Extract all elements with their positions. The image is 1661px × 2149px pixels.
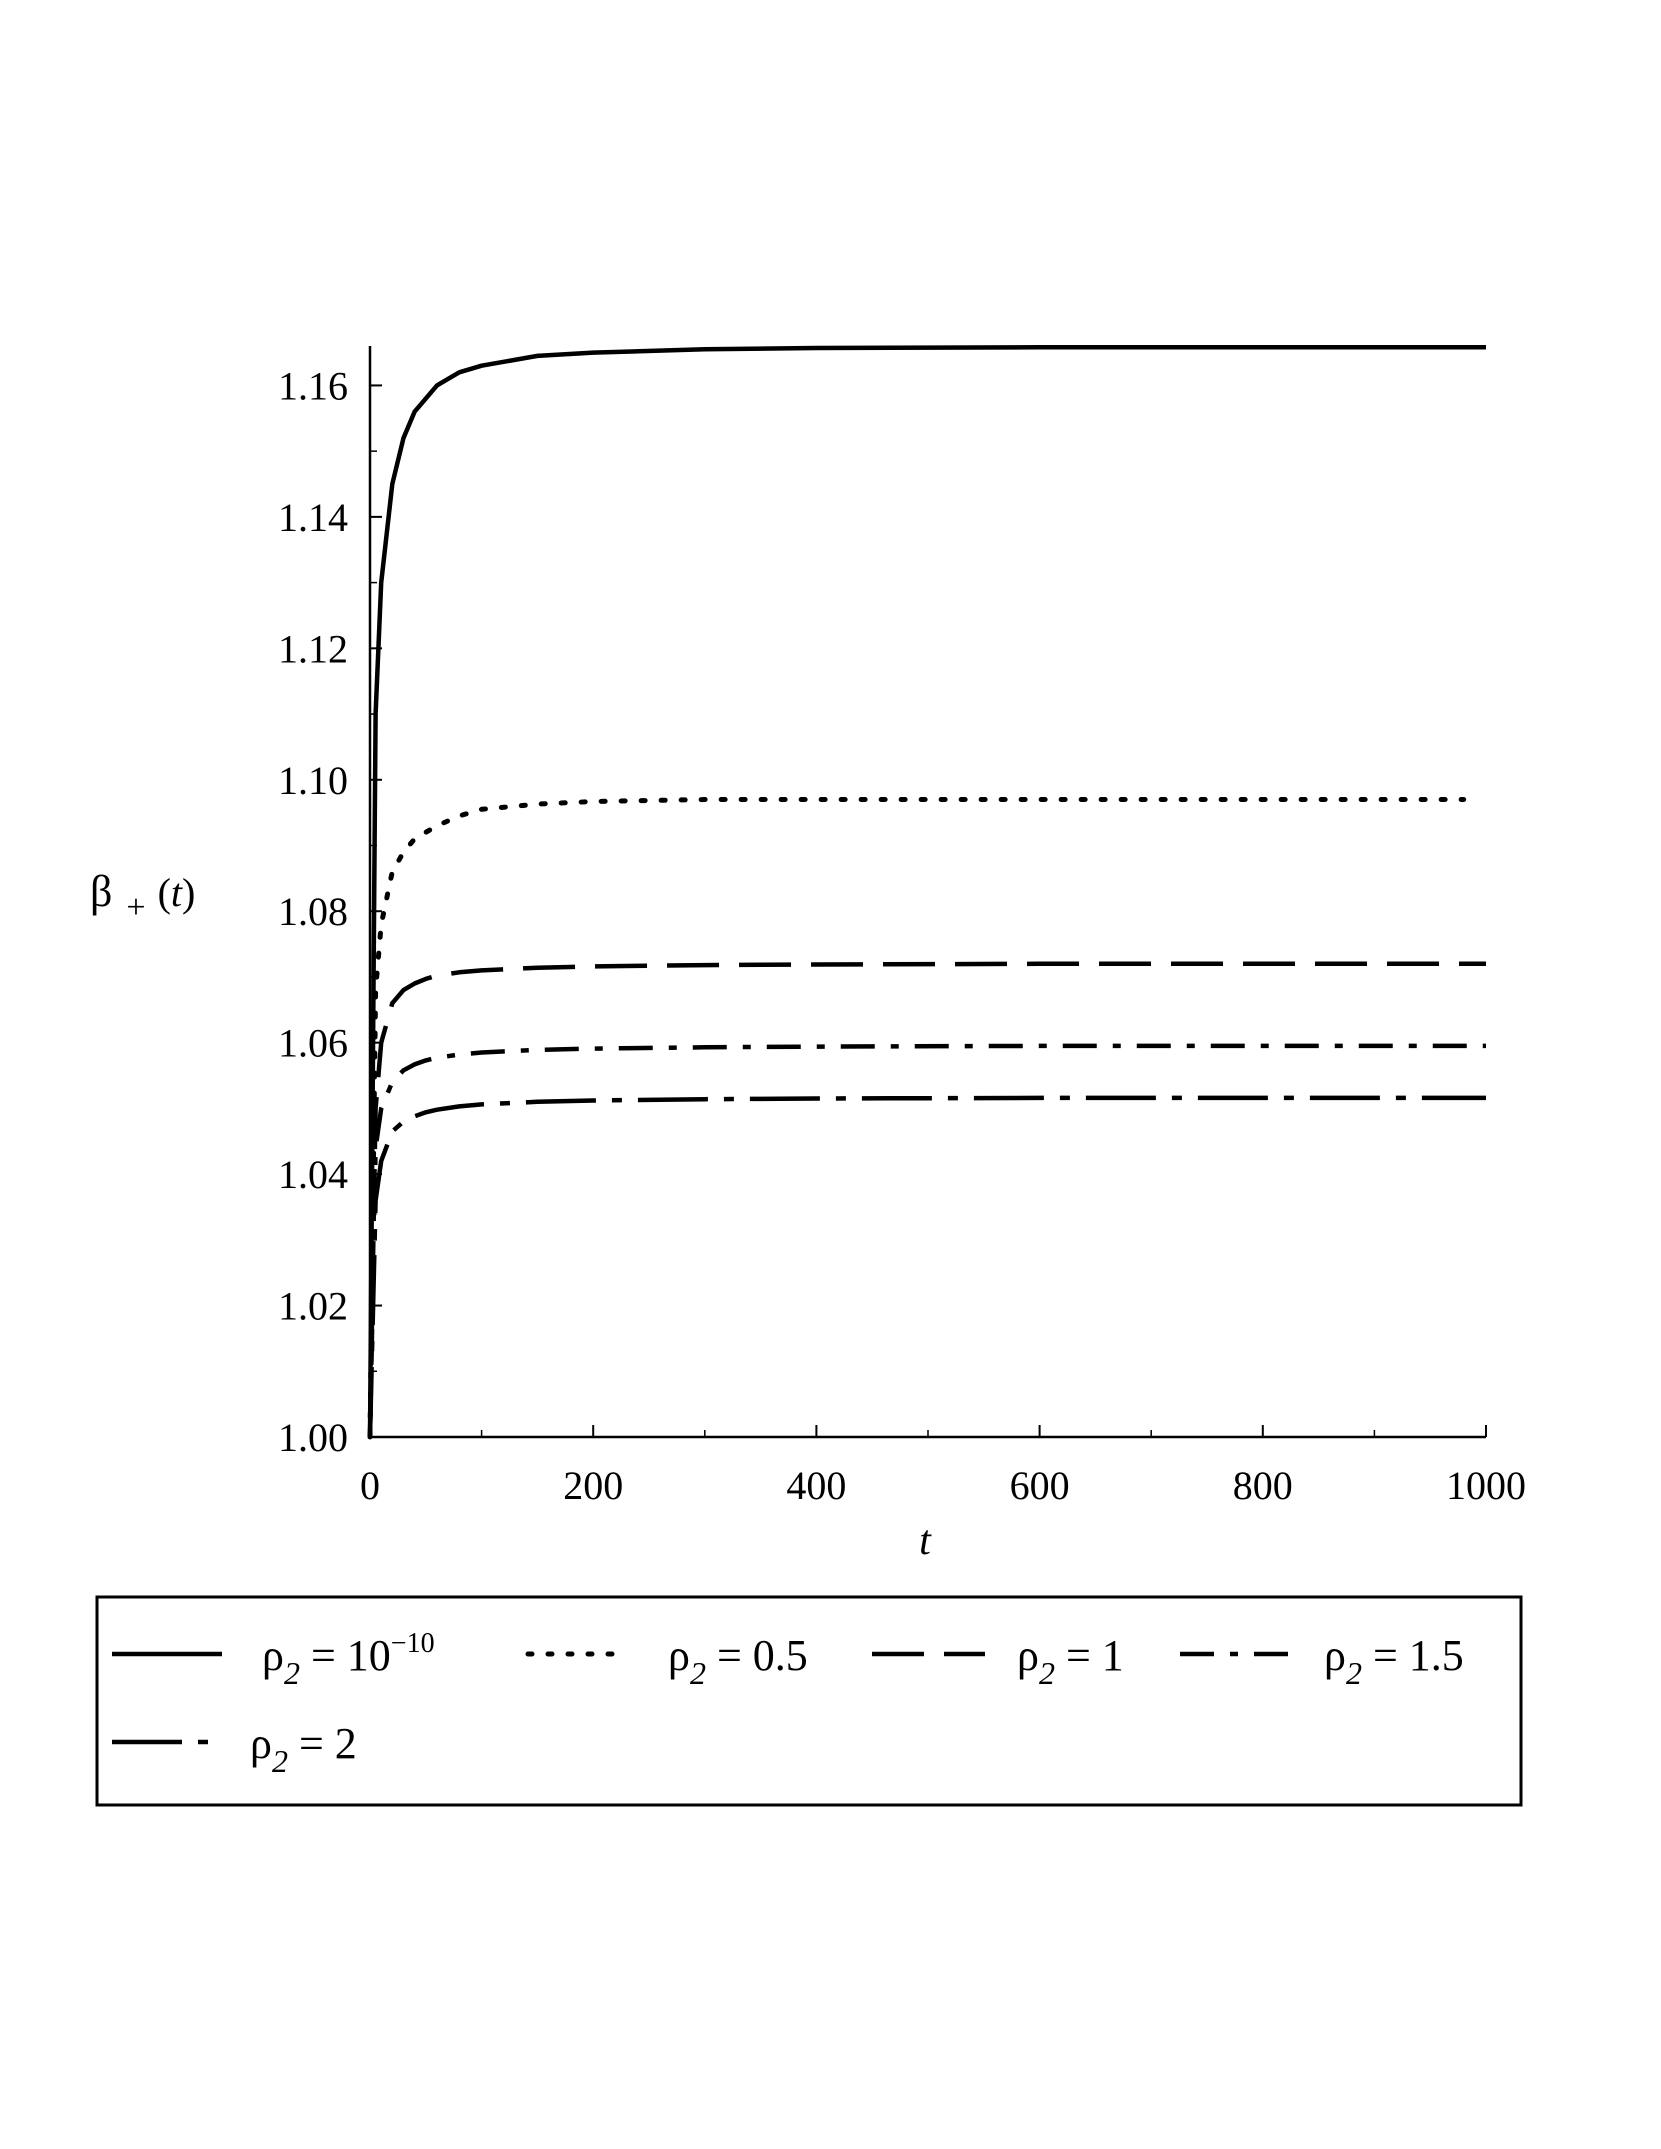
- series-line-4: [367, 1043, 1486, 1438]
- series-line-1: [367, 345, 1486, 1438]
- legend-label-2: ρ2 = 0.5: [668, 1631, 808, 1691]
- legend: ρ2 = 10−10 ρ2 = 0.5 ρ2 = 1 ρ2 = 1.5 ρ2 = 2: [95, 1595, 1523, 1807]
- legend-label-5: ρ2 = 2: [250, 1719, 357, 1779]
- y-tick-label: 1.10: [278, 758, 348, 803]
- y-tick-label: 1.12: [278, 626, 348, 671]
- x-tick-label: 800: [1233, 1463, 1293, 1508]
- y-tick-label: 1.06: [278, 1021, 348, 1066]
- legend-label-1: ρ2 = 10−10: [262, 1628, 435, 1691]
- y-tick-label: 1.00: [278, 1415, 348, 1460]
- series-line-3: [367, 961, 1486, 1438]
- y-axis-title: β + (t): [90, 867, 195, 926]
- x-tick-label: 1000: [1446, 1463, 1526, 1508]
- legend-label-4: ρ2 = 1.5: [1324, 1631, 1464, 1691]
- y-tick-label: 1.04: [278, 1152, 348, 1197]
- series-line-2: [367, 797, 1467, 1440]
- y-tick-label: 1.14: [278, 495, 348, 540]
- x-tick-label: 200: [563, 1463, 623, 1508]
- series-layer: [367, 345, 1486, 1440]
- x-tick-label: 400: [786, 1463, 846, 1508]
- series-line-5: [367, 1095, 1486, 1438]
- y-tick-label: 1.08: [278, 889, 348, 934]
- x-tick-label: 0: [360, 1463, 380, 1508]
- x-axis-title: t: [919, 1518, 932, 1564]
- x-tick-label: 600: [1010, 1463, 1070, 1508]
- y-tick-label: 1.16: [278, 363, 348, 408]
- axes: 0 200 400 600 800 1000 1.00 1.02 1.04 1.06 1.08 1.1…: [90, 346, 1526, 1564]
- legend-label-3: ρ2 = 1: [1017, 1631, 1124, 1691]
- y-tick-label: 1.02: [278, 1284, 348, 1329]
- legend-box: [95, 1595, 1523, 1807]
